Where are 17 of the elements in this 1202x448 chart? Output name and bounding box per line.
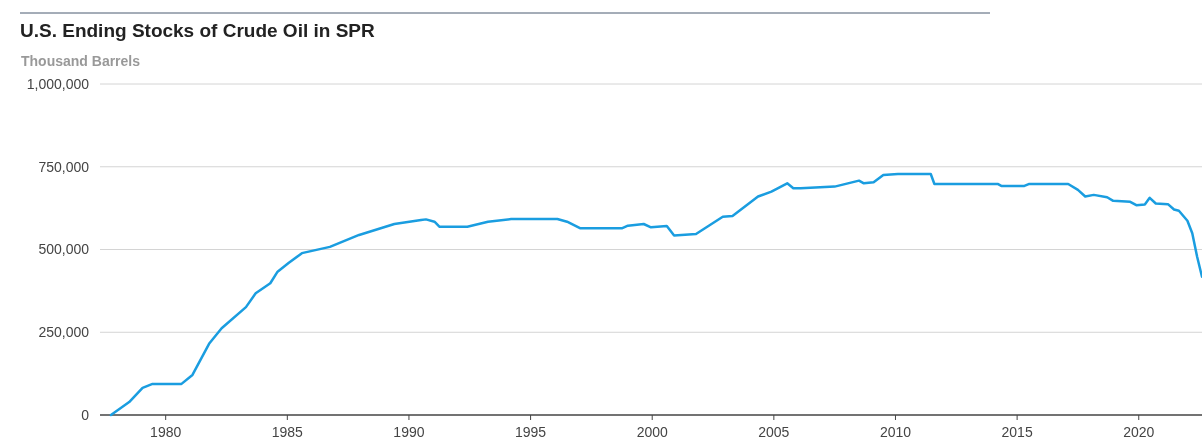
x-tick-label: 2000 — [636, 424, 668, 440]
y-tick-label: 0 — [81, 406, 90, 423]
x-tick-label: 2020 — [1123, 424, 1155, 440]
x-tick-label: 1980 — [150, 424, 182, 440]
x-tick-label: 2015 — [1001, 424, 1033, 440]
x-tick-label: 1985 — [271, 424, 304, 440]
chart-title: U.S. Ending Stocks of Crude Oil in SPR — [20, 20, 375, 41]
y-tick-label: 750,000 — [38, 158, 90, 175]
line-series — [109, 172, 1202, 417]
y-axis-title: Thousand Barrels — [21, 53, 141, 69]
x-tick-label: 2005 — [758, 424, 790, 440]
x-tick-label: 1995 — [515, 424, 547, 440]
y-tick-label: 250,000 — [38, 324, 90, 341]
x-tick-label: 2010 — [879, 424, 912, 440]
y-tick-label: 1,000,000 — [26, 75, 90, 92]
x-tick-label: 1990 — [393, 424, 425, 440]
y-tick-label: 500,000 — [38, 241, 90, 258]
